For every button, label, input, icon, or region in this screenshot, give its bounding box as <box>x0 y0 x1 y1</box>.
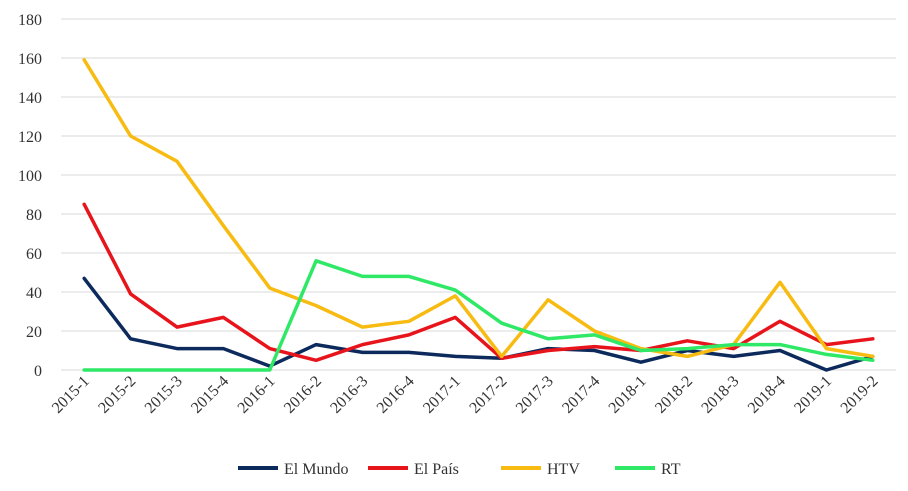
y-axis-tick-labels: 0 20 40 60 80 100 120 140 160 180 <box>18 12 42 380</box>
series-line-el-pais <box>82 202 875 363</box>
x-tick-label: 2015-4 <box>188 373 232 417</box>
x-tick-label: 2016-1 <box>235 373 279 417</box>
series-line-rt <box>82 259 875 372</box>
y-tick-label: 160 <box>18 51 42 68</box>
x-tick-label: 2018-4 <box>745 373 789 417</box>
legend-label-el-pais: El País <box>414 461 459 478</box>
x-tick-label: 2017-1 <box>420 373 464 417</box>
x-tick-label: 2015-3 <box>142 373 186 417</box>
x-tick-label: 2018-1 <box>606 373 650 417</box>
x-tick-label: 2018-2 <box>652 373 696 417</box>
x-tick-label: 2019-1 <box>791 373 835 417</box>
series-line-htv <box>82 58 875 359</box>
y-tick-label: 60 <box>26 246 42 263</box>
x-tick-label: 2019-2 <box>838 373 882 417</box>
legend-label-htv: HTV <box>547 461 580 478</box>
series-lines <box>82 58 875 372</box>
x-tick-label: 2015-1 <box>49 373 93 417</box>
y-tick-label: 20 <box>26 324 42 341</box>
grid-lines <box>61 18 896 371</box>
x-tick-label: 2016-4 <box>374 373 418 417</box>
y-tick-label: 40 <box>26 285 42 302</box>
x-axis-tick-labels: 2015-1 2015-2 2015-3 2015-4 2016-1 2016-2 2016… <box>49 373 882 417</box>
x-tick-label: 2016-3 <box>327 373 371 417</box>
legend-label-el-mundo: El Mundo <box>284 461 348 478</box>
legend-label-rt: RT <box>661 461 681 478</box>
x-tick-label: 2018-3 <box>698 373 742 417</box>
y-tick-label: 120 <box>18 129 42 146</box>
x-tick-label: 2017-3 <box>513 373 557 417</box>
series-line-el-mundo <box>82 276 875 372</box>
legend: El Mundo El País HTV RT <box>238 461 681 478</box>
y-tick-label: 180 <box>18 12 42 29</box>
y-tick-label: 140 <box>18 90 42 107</box>
x-tick-label: 2016-2 <box>281 373 325 417</box>
y-tick-label: 0 <box>34 363 42 380</box>
x-tick-label: 2015-2 <box>95 373 139 417</box>
x-tick-label: 2017-4 <box>559 373 603 417</box>
x-tick-label: 2017-2 <box>466 373 510 417</box>
y-tick-label: 100 <box>18 168 42 185</box>
y-tick-label: 80 <box>26 207 42 224</box>
